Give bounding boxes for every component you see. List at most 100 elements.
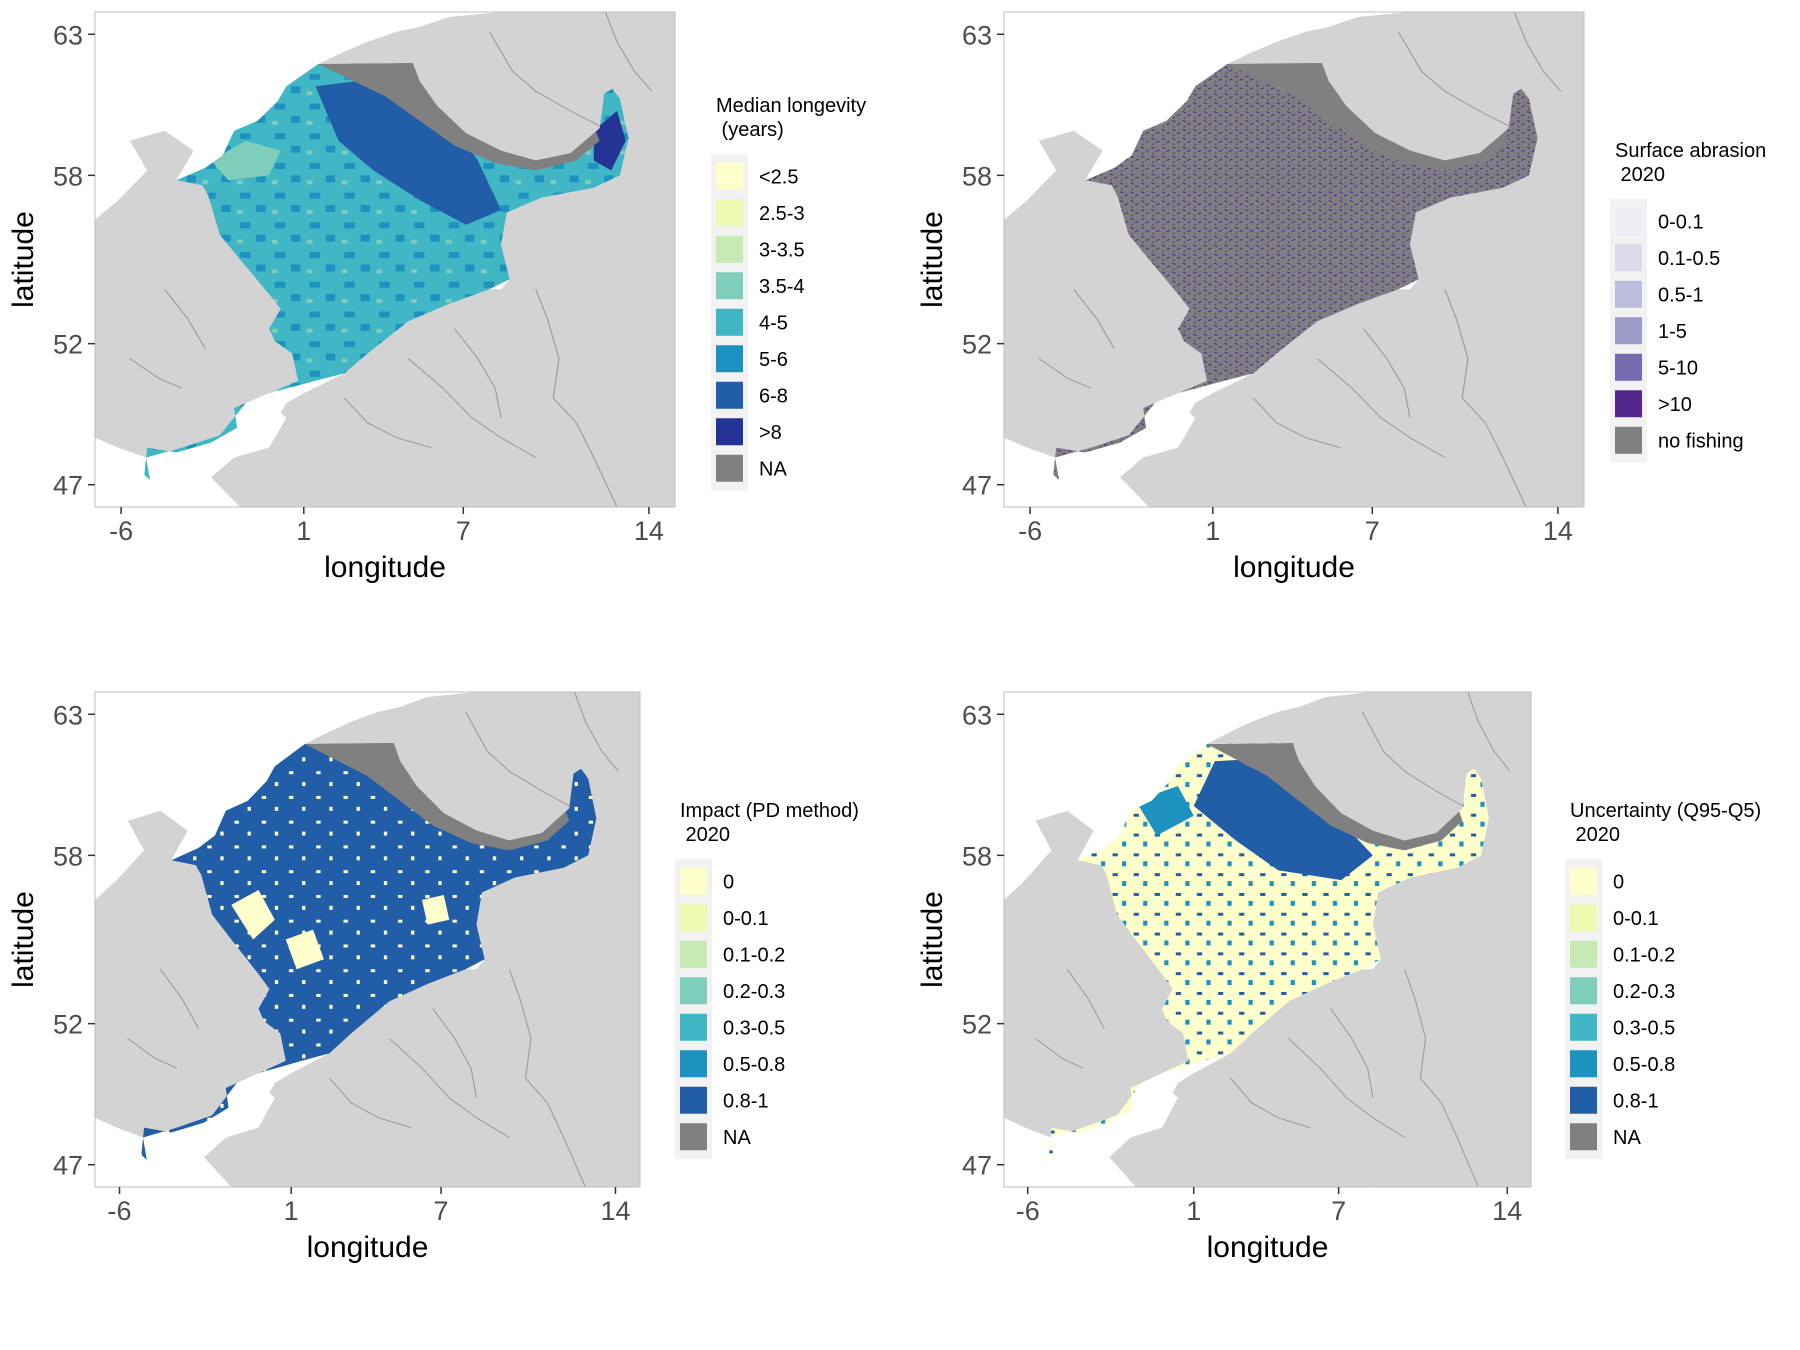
land-denmark: [1410, 197, 1477, 265]
legend-label: 3.5-4: [759, 276, 805, 298]
legend-label: 0.5-0.8: [1613, 1054, 1675, 1076]
country-border: [127, 1038, 177, 1069]
x-tick-label: 14: [600, 1196, 630, 1226]
country-border: [388, 1038, 510, 1138]
country-border: [129, 358, 183, 389]
legend-label: 0.3-0.5: [723, 1017, 785, 1039]
legend-swatch: [1615, 244, 1642, 272]
country-border: [1513, 11, 1562, 92]
legend-title: Impact (PD method): [680, 800, 859, 822]
x-tick-label: -6: [109, 516, 133, 546]
legend-label: NA: [723, 1127, 751, 1149]
legend-swatch: [716, 345, 743, 373]
legend-swatch: [716, 199, 743, 227]
land-denmark: [501, 197, 568, 265]
legend-title: Median longevity: [716, 95, 866, 117]
y-tick-label: 63: [53, 20, 83, 50]
map-layers: [95, 11, 675, 508]
legend-label: 4-5: [759, 312, 788, 334]
legend-swatch: [716, 418, 743, 446]
legend-swatch: [1615, 426, 1642, 454]
legend-title: Uncertainty (Q95-Q5): [1570, 800, 1761, 822]
plot-frame: [94, 691, 641, 1188]
legend-label: >8: [759, 422, 782, 444]
legend-label: 5-6: [759, 349, 788, 371]
panels-root: -6 1 7 14 63 58 52 47 longitude latitude Median lo…: [7, 11, 1766, 1264]
x-tick-label: 14: [1543, 516, 1573, 546]
x-axis-title: longitude: [324, 551, 446, 584]
legend-label: >10: [1658, 394, 1692, 416]
country-border: [343, 397, 432, 449]
country-border: [164, 288, 206, 349]
legend: Impact (PD method) 2020 0 0-0.1 0.1-0.2 0.2-…: [675, 800, 859, 1159]
legend-title: 2020: [680, 824, 730, 846]
country-border: [1035, 1038, 1084, 1069]
legend-swatch: [1615, 317, 1642, 345]
legend-swatch: [1570, 1013, 1597, 1041]
legend-swatch: [1615, 353, 1642, 381]
country-border: [1467, 691, 1511, 772]
legend-swatch: [680, 904, 707, 932]
land-continent: [1120, 289, 1410, 507]
y-tick-label: 52: [53, 1010, 83, 1040]
na-area-norwegian-trench: [318, 62, 600, 171]
legend-key-background: [675, 859, 712, 1159]
legend-swatch: [1570, 867, 1597, 895]
legend-label: 0.8-1: [723, 1090, 769, 1112]
legend-title: (years): [716, 119, 784, 141]
legend-swatch: [1615, 280, 1642, 308]
country-border: [604, 11, 653, 92]
data-patch: [211, 140, 281, 181]
country-border: [1252, 397, 1341, 449]
plot-frame: [94, 11, 676, 508]
legend-label: 0.1-0.2: [1613, 944, 1675, 966]
legend-swatch: [1570, 1050, 1597, 1078]
country-border: [574, 691, 619, 772]
data-patch: [285, 929, 324, 970]
legend-label: 3-3.5: [759, 239, 805, 261]
legend: Median longevity (years) <2.5 2.5-3 3-3.5 3.…: [711, 95, 866, 491]
data-patch: [593, 111, 626, 171]
country-border: [1363, 328, 1411, 418]
legend-swatch: [716, 235, 743, 263]
map-panel-abrasion: -6 1 7 14 63 58 52 47 longitude latitude Surface a…: [916, 11, 1766, 584]
country-border: [159, 968, 200, 1029]
legend-label: 0.8-1: [1613, 1090, 1659, 1112]
y-tick-label: 58: [53, 161, 83, 191]
data-patch: [422, 894, 450, 925]
y-tick-label: 47: [962, 471, 992, 501]
country-border: [465, 711, 570, 807]
y-tick-label: 63: [962, 20, 992, 50]
y-tick-label: 63: [53, 700, 83, 730]
country-border: [1073, 288, 1115, 349]
country-border: [1444, 289, 1527, 508]
land-sweden: [1528, 115, 1584, 191]
legend-label: 0.2-0.3: [1613, 981, 1675, 1003]
country-border: [1288, 1038, 1405, 1138]
legend-label: 0-0.1: [1658, 211, 1704, 233]
x-tick-label: 1: [284, 1196, 299, 1226]
legend: Surface abrasion 2020 0-0.1 0.1-0.5 0.5-1 1-…: [1610, 140, 1766, 463]
land-sweden: [619, 115, 675, 191]
legend-swatch: [680, 1086, 707, 1114]
country-border: [1066, 968, 1105, 1029]
land-scandinavia: [1206, 692, 1531, 1187]
x-tick-label: -6: [1018, 516, 1042, 546]
country-border: [508, 969, 587, 1188]
legend-label: 0.5-0.8: [723, 1054, 785, 1076]
legend-title: Surface abrasion: [1615, 140, 1766, 162]
land-continent: [1109, 969, 1373, 1187]
country-border: [1397, 31, 1509, 127]
data-patch: [231, 890, 275, 940]
x-tick-label: -6: [1016, 1196, 1040, 1226]
legend-label: <2.5: [759, 166, 798, 188]
na-area-norwegian-trench: [1206, 742, 1463, 851]
land-great-britain: [95, 810, 286, 1187]
map-layers: [1004, 691, 1531, 1188]
x-tick-label: 14: [1492, 1196, 1522, 1226]
map-panel-uncertainty: -6 1 7 14 63 58 52 47 longitude latitude Uncertain…: [916, 691, 1761, 1264]
legend-swatch: [680, 1050, 707, 1078]
land-sweden: [588, 795, 640, 871]
country-border: [488, 31, 600, 127]
y-axis-title: latitude: [916, 891, 949, 988]
